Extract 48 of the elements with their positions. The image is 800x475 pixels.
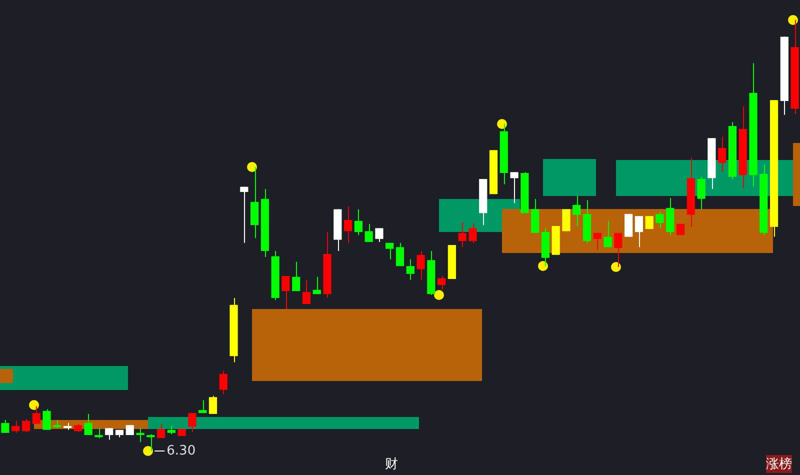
candlestick [562, 208, 570, 232]
candlestick [718, 136, 726, 173]
text: 财 [385, 456, 398, 473]
candlestick [312, 276, 321, 295]
candlestick [645, 216, 654, 230]
candlestick [12, 420, 20, 434]
candlestick [656, 211, 664, 229]
candlestick [94, 428, 103, 439]
candlestick [458, 222, 466, 248]
candlestick [292, 261, 300, 292]
candlestick [344, 206, 352, 244]
candlestick [22, 418, 30, 433]
candlestick [219, 370, 228, 395]
candlestick [136, 428, 144, 442]
candlestick [406, 258, 414, 280]
candlestick [572, 195, 581, 227]
candlestick [634, 216, 644, 248]
candlestick [386, 242, 394, 260]
candlestick [510, 172, 518, 204]
candlestick [105, 428, 114, 440]
candlestick [468, 222, 477, 244]
candlestick [42, 408, 51, 430]
candlestick [240, 186, 248, 244]
candlestick [32, 406, 40, 424]
candlestick [604, 220, 612, 248]
candlestick [198, 400, 207, 414]
candlestick [1, 419, 10, 434]
candlestick [188, 412, 196, 433]
candlestick [282, 276, 290, 310]
candlestick [156, 423, 166, 439]
candlestick [697, 176, 706, 210]
candlestick [531, 198, 540, 234]
text: 涨榜 [766, 455, 792, 473]
candlestick [416, 250, 425, 280]
candlestick [624, 213, 633, 238]
candlestick [208, 395, 218, 414]
candlestick [146, 434, 155, 452]
candlestick [250, 166, 259, 239]
candlestick [438, 276, 446, 290]
candlestick [354, 208, 362, 236]
candlestick [396, 242, 404, 267]
candlestick [375, 228, 384, 242]
candlestick [614, 232, 622, 268]
candlestick [364, 223, 373, 242]
candlestick [84, 413, 92, 436]
annotation: 6.30 [166, 443, 196, 458]
candlestick [302, 279, 311, 305]
candlestick [593, 232, 602, 251]
